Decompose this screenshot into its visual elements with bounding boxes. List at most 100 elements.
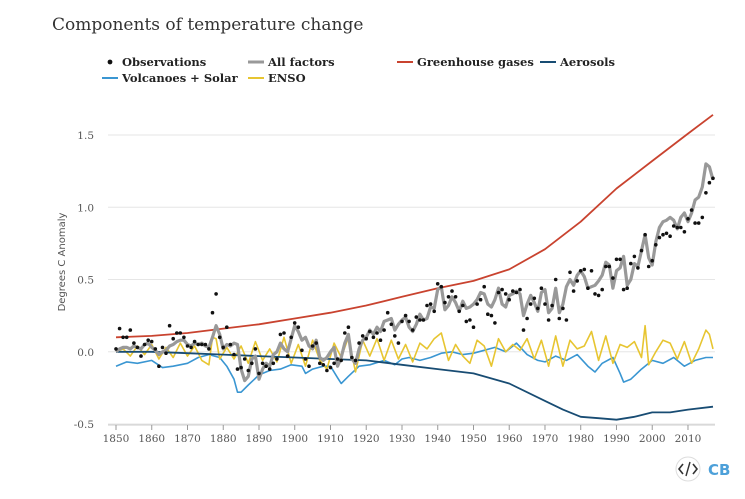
observation-point: [661, 232, 665, 237]
observation-point: [582, 267, 587, 272]
observation-point: [142, 342, 147, 347]
legend-label: ENSO: [268, 71, 306, 85]
observation-point: [146, 338, 150, 343]
observation-point: [546, 318, 551, 322]
series-line-all-factors: [114, 162, 715, 383]
observation-point: [418, 318, 422, 322]
observation-point: [228, 342, 233, 347]
legend-item-volcanoes-solar[interactable]: Volcanoes + Solar: [102, 71, 239, 85]
observation-point: [507, 297, 512, 302]
observation-point: [328, 365, 333, 370]
observation-point: [568, 270, 572, 275]
observation-point: [196, 342, 200, 347]
observation-point: [378, 338, 383, 343]
legend-item-aerosols[interactable]: Aerosols: [540, 55, 615, 69]
legend-label: Observations: [122, 55, 206, 69]
observation-point: [514, 290, 519, 295]
series-line-aerosols: [116, 350, 714, 421]
observation-point: [707, 180, 712, 185]
observation-point: [235, 367, 240, 371]
observation-point: [700, 215, 705, 220]
observation-point: [614, 257, 619, 262]
observation-point: [468, 318, 472, 322]
observation-point: [675, 225, 680, 230]
legend-item-observations[interactable]: Observations: [107, 55, 207, 69]
x-tick-label: 1910: [317, 433, 344, 445]
observation-point: [711, 176, 715, 181]
observation-point: [239, 365, 243, 370]
observation-point: [192, 339, 197, 344]
observation-point: [175, 331, 179, 335]
y-axis-title: Degrees C Anomaly: [57, 213, 68, 312]
observation-point: [339, 358, 344, 363]
embed-button[interactable]: [675, 456, 701, 482]
observation-point: [693, 221, 697, 225]
observation-point: [267, 367, 272, 371]
x-tick-label: 1930: [389, 433, 416, 445]
observation-point: [117, 326, 122, 331]
observation-point: [382, 328, 386, 332]
observation-point: [410, 328, 415, 332]
series-line-greenhouse: [115, 114, 714, 339]
observation-point: [575, 279, 579, 283]
observation-point: [464, 319, 469, 324]
observation-point: [704, 191, 708, 195]
y-axis-ticks: -0.5 0.0 0.5 1.0 1.5: [74, 130, 94, 431]
x-tick-label: 1950: [460, 433, 487, 445]
observation-point: [214, 292, 218, 296]
observation-point: [153, 347, 158, 351]
observation-point: [629, 261, 633, 266]
observation-point: [167, 323, 172, 328]
observation-point: [528, 302, 533, 306]
observation-point: [600, 287, 604, 292]
x-tick-label: 1860: [138, 433, 165, 445]
observation-point: [407, 319, 411, 324]
x-tick-label: 1880: [210, 433, 237, 445]
observation-point: [432, 309, 437, 314]
observation-point: [611, 276, 615, 280]
observation-point: [346, 325, 351, 330]
x-axis-ticks: 1850 1860 1870 1880 1890 1900 1910 1920 1930 1940…: [103, 425, 701, 445]
observation-point: [128, 328, 133, 332]
observation-point: [400, 319, 404, 324]
observation-point: [246, 368, 251, 373]
observation-point: [357, 341, 361, 345]
observation-point: [178, 331, 183, 335]
observation-point: [475, 302, 479, 306]
observation-point: [646, 264, 651, 269]
observation-point: [621, 287, 626, 292]
observation-point: [282, 331, 286, 335]
observation-point: [446, 295, 451, 299]
legend-label: Volcanoes + Solar: [121, 71, 239, 85]
observation-point: [160, 345, 165, 350]
observation-point: [242, 357, 247, 361]
observation-point: [289, 335, 294, 340]
observation-point: [650, 258, 654, 263]
x-tick-label: 1890: [246, 433, 273, 445]
x-tick-label: 1980: [567, 433, 594, 445]
observation-point: [203, 342, 208, 347]
observation-point: [124, 335, 129, 340]
observation-point: [457, 309, 462, 314]
observation-point: [307, 364, 311, 369]
x-tick-label: 1970: [532, 433, 559, 445]
observation-point: [664, 231, 669, 236]
observation-point: [671, 224, 676, 228]
legend-item-enso[interactable]: ENSO: [248, 71, 306, 85]
observation-point: [696, 221, 701, 225]
observation-point: [278, 332, 283, 337]
observation-point: [375, 331, 379, 335]
observation-point: [539, 286, 544, 291]
observation-point: [625, 286, 629, 291]
legend-item-greenhouse[interactable]: Greenhouse gases: [397, 55, 534, 69]
observation-point: [260, 361, 265, 366]
observation-point: [461, 303, 465, 308]
observation-point: [439, 284, 444, 289]
observation-point: [360, 334, 365, 338]
observation-point: [550, 303, 554, 308]
observation-point: [157, 364, 161, 369]
observation-point: [578, 269, 583, 273]
observation-point: [335, 357, 340, 361]
legend-item-all-factors[interactable]: All factors: [248, 55, 335, 69]
